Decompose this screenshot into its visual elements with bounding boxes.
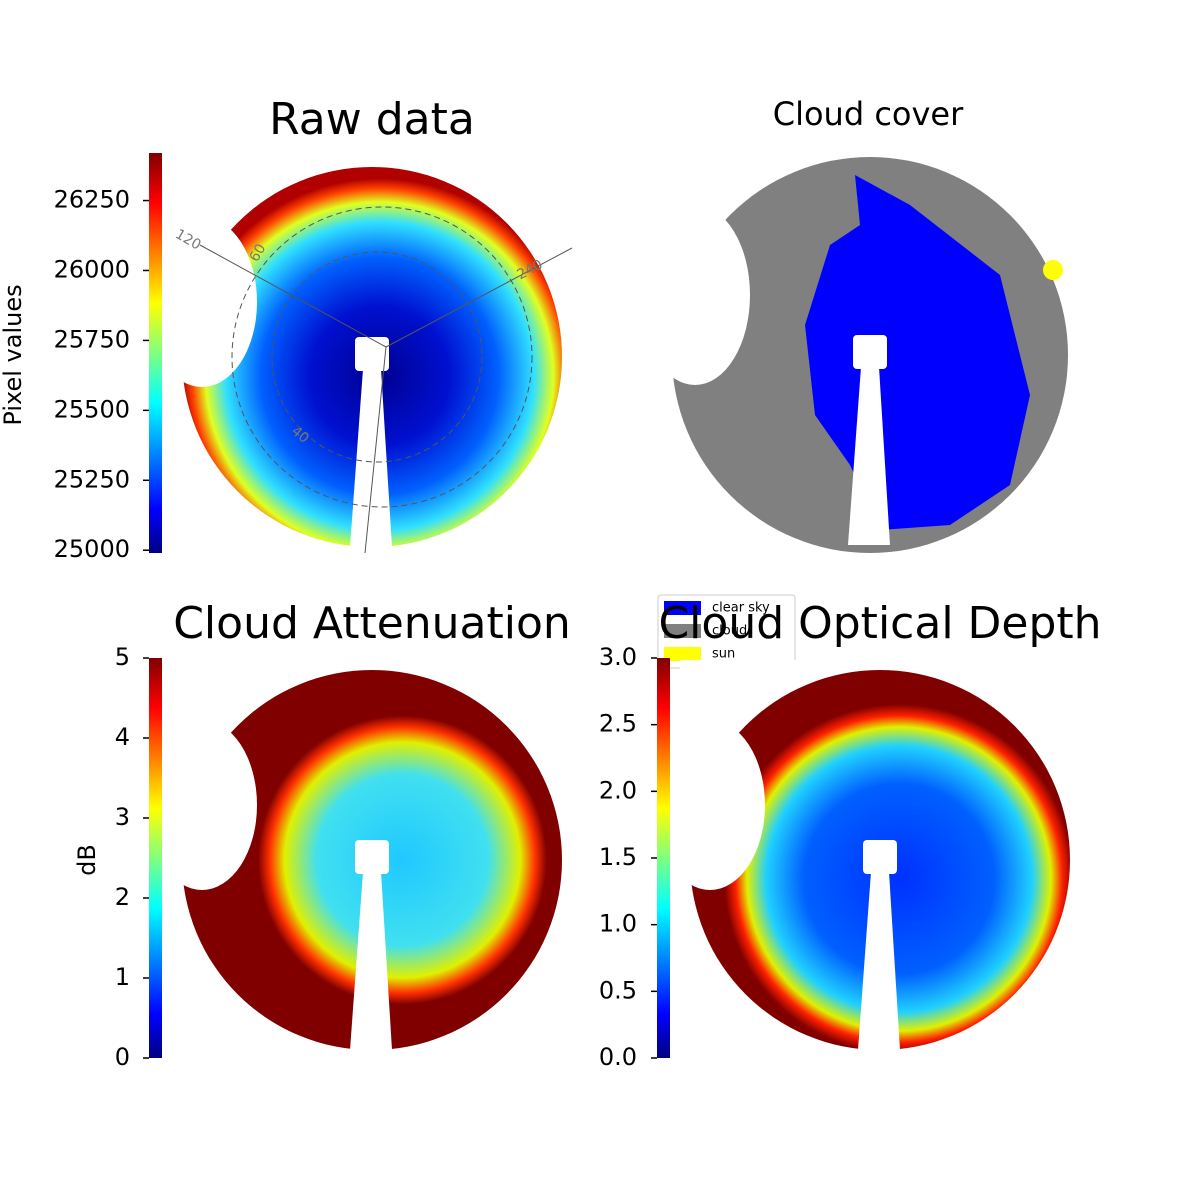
colorbar: [657, 658, 670, 1058]
sun: [1043, 260, 1063, 280]
polar-label: 60: [247, 241, 270, 264]
colorbar-tick-label: 1.0: [599, 910, 637, 938]
colorbar-tick-label: 3: [115, 803, 130, 831]
colorbar-tick-label: 25750: [54, 325, 130, 353]
colorbar-tick-label: 25250: [54, 465, 130, 493]
colorbar-tick-label: 1: [115, 963, 130, 991]
legend: clear sky cloud sun: [657, 594, 796, 669]
colorbar-tick-label: 26250: [54, 186, 130, 214]
legend-swatch: [664, 647, 701, 661]
mask-cutout: [655, 720, 765, 890]
colorbar-tick-label: 26000: [54, 255, 130, 283]
panel-title: Cloud Attenuation: [173, 598, 571, 649]
colorbar-tick-label: 4: [115, 723, 130, 751]
mask-cutout: [147, 720, 257, 890]
polar-circle: [271, 251, 483, 463]
panel-title: Raw data: [269, 94, 475, 145]
legend-label: cloud: [712, 624, 747, 639]
polar-circle: [231, 206, 533, 508]
polar-ray: [385, 247, 573, 348]
mast: [350, 369, 392, 547]
legend-swatch: [664, 624, 701, 638]
colorbar: [149, 658, 162, 1058]
colorbar-label: dB: [73, 844, 101, 876]
legend-swatch: [664, 601, 701, 615]
mask-top: [172, 157, 572, 167]
mast-head: [863, 840, 897, 874]
colorbar-tick-label: 2: [115, 883, 130, 911]
polar-ray: [199, 244, 387, 348]
colorbar-tick-label: 0.0: [599, 1043, 637, 1071]
colorbar-tick-label: 0: [115, 1043, 130, 1071]
legend-label: sun: [712, 647, 735, 662]
mast-head: [853, 335, 887, 369]
mast: [350, 872, 392, 1050]
polar-ray: [364, 346, 387, 554]
mast-head: [355, 840, 389, 874]
mask-cutout: [147, 217, 257, 387]
colorbar-label: Pixel values: [0, 284, 27, 425]
mask-cutout: [640, 205, 750, 385]
colorbar-tick-label: 3.0: [599, 643, 637, 671]
mask-top: [660, 145, 1080, 157]
colorbar-tick-label: 1.5: [599, 843, 637, 871]
mask-top: [172, 660, 572, 670]
colorbar-tick-label: 2.0: [599, 776, 637, 804]
panel-title: Cloud Optical Depth: [658, 598, 1101, 649]
colorbar: [149, 153, 162, 553]
mast: [848, 367, 890, 545]
colorbar-tick-label: 0.5: [599, 976, 637, 1004]
polar-grid: [199, 206, 573, 554]
mast-head: [355, 337, 389, 371]
colorbar-tick-label: 25500: [54, 395, 130, 423]
colorbar-tick-label: 5: [115, 643, 130, 671]
panel-title: Cloud cover: [773, 95, 964, 133]
colorbar-tick-label: 25000: [54, 535, 130, 563]
colorbar-tick-label: 2.5: [599, 710, 637, 738]
mask-top: [680, 660, 1080, 670]
mast: [858, 872, 900, 1050]
legend-label: clear sky: [712, 601, 770, 616]
